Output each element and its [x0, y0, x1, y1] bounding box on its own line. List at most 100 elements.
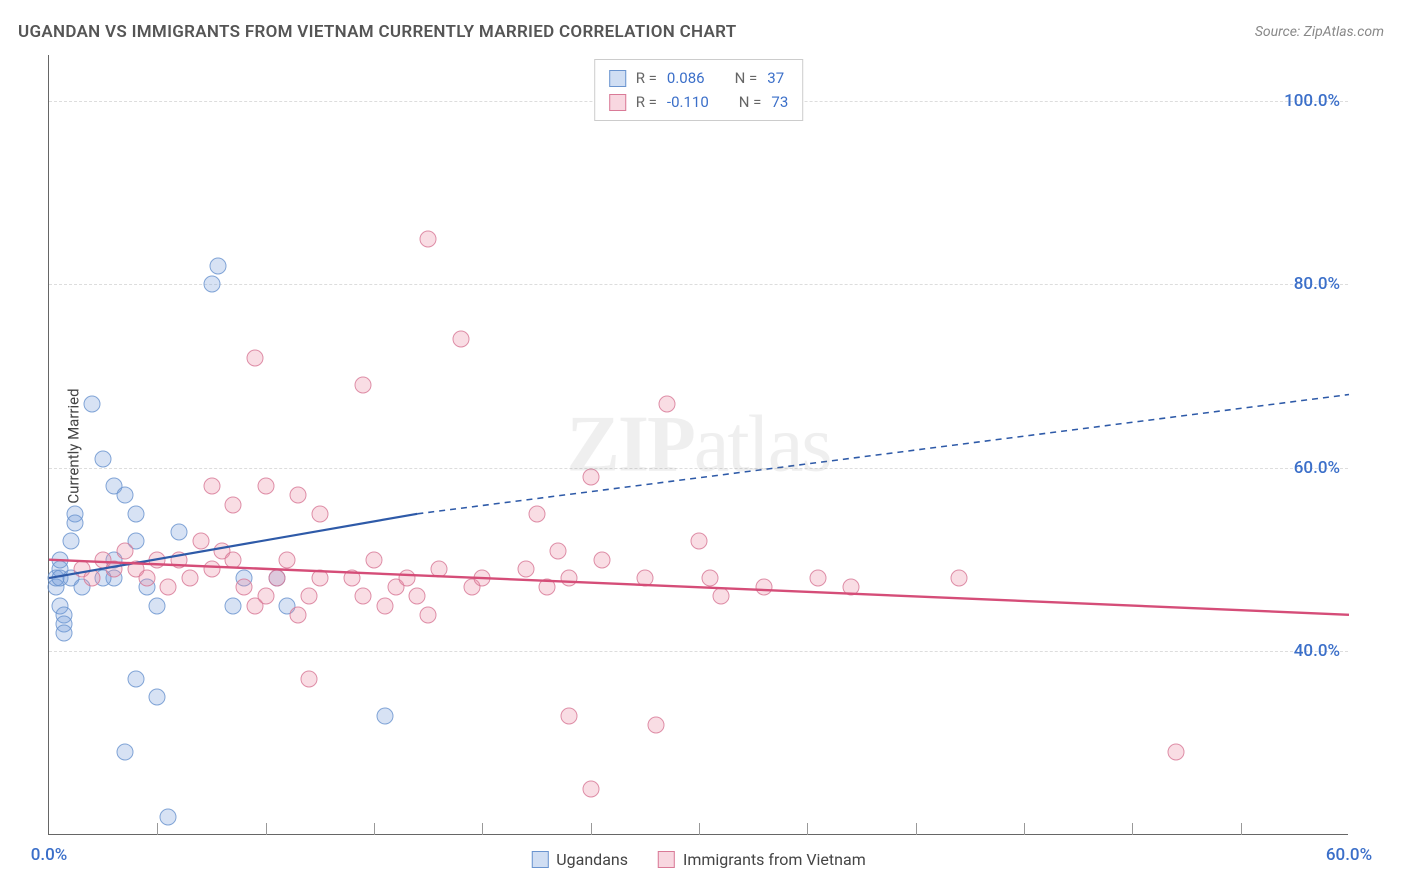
point-vietnam [138, 570, 155, 587]
point-vietnam [376, 597, 393, 614]
point-ugandans [160, 808, 177, 825]
point-vietnam [192, 533, 209, 550]
swatch-ugandans-icon [531, 851, 548, 868]
r-value-vietnam: -0.110 [667, 90, 709, 114]
point-vietnam [1167, 744, 1184, 761]
point-vietnam [647, 716, 664, 733]
point-vietnam [116, 542, 133, 559]
point-ugandans [376, 707, 393, 724]
point-ugandans [116, 487, 133, 504]
point-vietnam [691, 533, 708, 550]
regression-lines [49, 55, 1348, 834]
point-vietnam [810, 570, 827, 587]
n-value-vietnam: 73 [771, 90, 788, 114]
point-vietnam [528, 505, 545, 522]
scatter-plot-area: ZIPatlas R = 0.086 N = 37 R = -0.110 N =… [48, 55, 1348, 835]
r-value-ugandans: 0.086 [667, 66, 705, 90]
point-vietnam [658, 395, 675, 412]
point-vietnam [236, 579, 253, 596]
point-ugandans [116, 744, 133, 761]
point-vietnam [474, 570, 491, 587]
gridline-v [374, 823, 375, 835]
gridline-v [1132, 823, 1133, 835]
gridline-v [591, 823, 592, 835]
ytick-label: 60.0% [1294, 458, 1340, 478]
point-vietnam [225, 496, 242, 513]
point-vietnam [636, 570, 653, 587]
point-vietnam [701, 570, 718, 587]
point-vietnam [160, 579, 177, 596]
legend-top-row-vietnam: R = -0.110 N = 73 [609, 90, 789, 114]
point-vietnam [366, 551, 383, 568]
point-vietnam [712, 588, 729, 605]
point-ugandans [225, 597, 242, 614]
point-ugandans [67, 515, 84, 532]
point-vietnam [203, 560, 220, 577]
point-vietnam [593, 551, 610, 568]
gridline-v [157, 823, 158, 835]
ytick-label: 40.0% [1294, 641, 1340, 661]
legend-bottom: Ugandans Immigrants from Vietnam [531, 850, 865, 869]
legend-label-ugandans: Ugandans [556, 850, 628, 869]
point-vietnam [582, 781, 599, 798]
point-vietnam [420, 230, 437, 247]
swatch-vietnam-icon [658, 851, 675, 868]
point-vietnam [149, 551, 166, 568]
point-ugandans [210, 258, 227, 275]
xtick-label: 0.0% [31, 845, 68, 865]
point-vietnam [517, 560, 534, 577]
gridline-v [266, 823, 267, 835]
point-vietnam [756, 579, 773, 596]
gridline-v [482, 823, 483, 835]
point-vietnam [452, 331, 469, 348]
point-vietnam [257, 478, 274, 495]
gridline-h [49, 651, 1348, 652]
point-ugandans [95, 450, 112, 467]
point-vietnam [171, 551, 188, 568]
point-vietnam [290, 487, 307, 504]
point-vietnam [181, 570, 198, 587]
point-vietnam [582, 469, 599, 486]
ytick-label: 100.0% [1284, 91, 1340, 111]
watermark-atlas: atlas [694, 400, 831, 488]
point-vietnam [842, 579, 859, 596]
legend-bottom-vietnam: Immigrants from Vietnam [658, 850, 866, 869]
point-vietnam [344, 570, 361, 587]
swatch-vietnam-icon [609, 94, 626, 111]
point-vietnam [951, 570, 968, 587]
point-vietnam [561, 707, 578, 724]
point-vietnam [409, 588, 426, 605]
point-vietnam [84, 570, 101, 587]
point-vietnam [268, 570, 285, 587]
gridline-v [1024, 823, 1025, 835]
point-ugandans [171, 524, 188, 541]
point-vietnam [290, 606, 307, 623]
point-vietnam [398, 570, 415, 587]
watermark: ZIPatlas [567, 399, 831, 490]
point-vietnam [420, 606, 437, 623]
gridline-v [699, 823, 700, 835]
r-label: R = [636, 90, 657, 114]
point-vietnam [311, 505, 328, 522]
point-vietnam [279, 551, 296, 568]
legend-top: R = 0.086 N = 37 R = -0.110 N = 73 [594, 59, 804, 121]
point-vietnam [246, 349, 263, 366]
n-value-ugandans: 37 [767, 66, 784, 90]
point-ugandans [84, 395, 101, 412]
ytick-label: 80.0% [1294, 274, 1340, 294]
point-vietnam [355, 588, 372, 605]
point-vietnam [225, 551, 242, 568]
point-vietnam [257, 588, 274, 605]
gridline-v [916, 823, 917, 835]
point-ugandans [56, 625, 73, 642]
source-name: ZipAtlas.com [1304, 24, 1384, 40]
point-ugandans [127, 671, 144, 688]
r-label: R = [636, 66, 657, 90]
gridline-h [49, 284, 1348, 285]
point-vietnam [301, 671, 318, 688]
n-label: N = [739, 90, 762, 114]
point-vietnam [301, 588, 318, 605]
point-vietnam [561, 570, 578, 587]
point-vietnam [106, 560, 123, 577]
gridline-h [49, 468, 1348, 469]
